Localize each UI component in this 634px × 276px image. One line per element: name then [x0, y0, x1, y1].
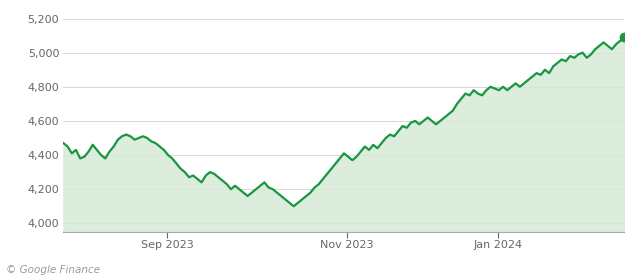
Text: © Google Finance: © Google Finance: [6, 265, 100, 275]
